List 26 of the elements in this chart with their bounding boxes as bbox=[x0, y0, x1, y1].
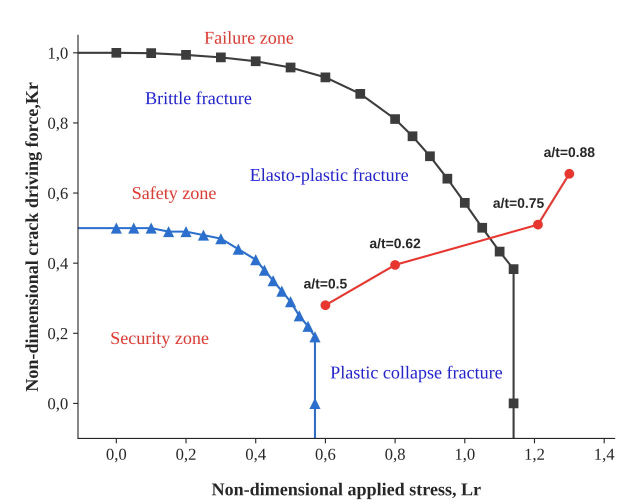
x-tick-label: 0,4 bbox=[246, 448, 266, 462]
annotation: Security zone bbox=[111, 332, 208, 348]
x-tick-label: 1,2 bbox=[526, 448, 544, 462]
y-tick-label: 0,2 bbox=[48, 328, 68, 342]
x-tick-label: 0,8 bbox=[385, 448, 405, 462]
y-tick-label: 1,0 bbox=[48, 48, 68, 62]
annotation: Safety zone bbox=[132, 186, 216, 203]
annotation: Brittle fracture bbox=[146, 91, 252, 104]
x-tick-label: 1,4 bbox=[595, 448, 614, 462]
y-tick-label: 0,8 bbox=[48, 118, 68, 132]
x-axis-title: Non-dimensional applied stress, Lr bbox=[212, 482, 481, 500]
y-axis-title: Non-dimensional crack driving force,Kr bbox=[25, 82, 42, 392]
annotation: Failure zone bbox=[204, 31, 294, 44]
annotation: a/t=0.5 bbox=[304, 278, 347, 289]
annotation: Plastic collapse fracture bbox=[330, 366, 502, 382]
x-tick-label: 0,2 bbox=[176, 448, 196, 462]
x-tick-label: 1,0 bbox=[456, 448, 475, 462]
annotation: a/t=0.62 bbox=[370, 238, 420, 248]
y-tick-label: 0,4 bbox=[48, 258, 68, 272]
annotation: Elasto-plastic fracture bbox=[250, 168, 408, 185]
annotation: a/t=0.88 bbox=[544, 146, 595, 158]
annotation: a/t=0.75 bbox=[493, 198, 544, 208]
x-tick-label: 0,0 bbox=[106, 448, 126, 462]
y-tick-label: 0,6 bbox=[48, 188, 68, 202]
y-tick-label: 0,0 bbox=[48, 398, 68, 412]
x-tick-label: 0,6 bbox=[316, 448, 336, 462]
